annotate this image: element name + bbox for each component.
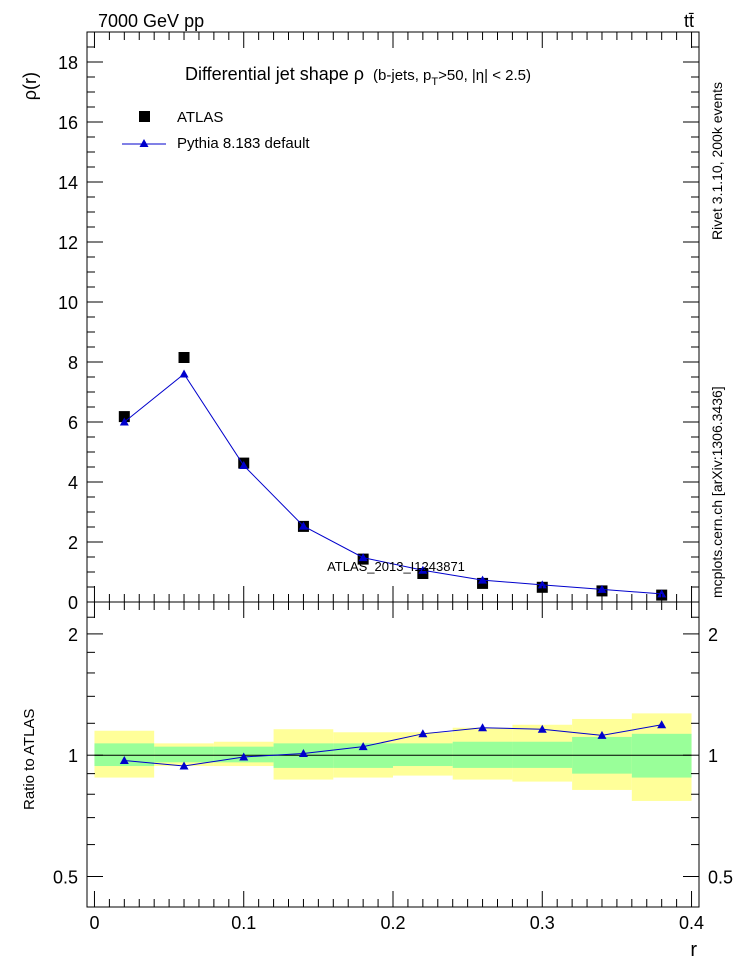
atlas-data-point xyxy=(118,411,130,423)
ratio-y-tick-label: 1 xyxy=(68,746,78,766)
pythia-ratio-point xyxy=(179,761,189,770)
ratio-y-tick-label-right: 2 xyxy=(708,625,718,645)
mcplots-label: mcplots.cern.ch [arXiv:1306.3436] xyxy=(709,386,725,598)
process-label: tt̄ xyxy=(684,11,694,31)
y-tick-label: 6 xyxy=(68,413,78,433)
pythia-data-point xyxy=(179,369,189,378)
legend-label-pythia: Pythia 8.183 default xyxy=(177,135,310,152)
pythia-ratio-point xyxy=(418,729,428,738)
atlas-data-point xyxy=(178,352,190,363)
y-tick-label: 2 xyxy=(68,533,78,553)
main-title-detail-rest: >50, |η| < 2.5) xyxy=(438,67,531,84)
main-title-main: Differential jet shape ρ xyxy=(185,64,364,84)
y-tick-label: 10 xyxy=(58,293,78,313)
legend: ATLAS Pythia 8.183 default xyxy=(122,109,310,152)
pythia-data-point xyxy=(358,553,368,562)
pythia-ratio-point xyxy=(478,723,488,732)
stat-uncertainty-band xyxy=(154,746,214,763)
y-tick-label: 4 xyxy=(68,473,78,493)
y-tick-label: 14 xyxy=(58,173,78,193)
x-tick-label: 0.3 xyxy=(530,913,555,933)
pythia-data-point xyxy=(478,575,488,584)
ratio-y-tick-label-right: 0.5 xyxy=(708,867,733,887)
x-tick-label: 0.1 xyxy=(231,913,256,933)
x-tick-label: 0 xyxy=(89,913,99,933)
pythia-data-point xyxy=(239,461,249,469)
ratio-y-axis-label: Ratio to ATLAS xyxy=(21,709,38,810)
pythia-ratio-point xyxy=(657,720,667,729)
legend-marker-atlas xyxy=(139,111,150,122)
y-tick-label: 12 xyxy=(58,233,78,253)
ratio-y-tick-label-right: 1 xyxy=(708,746,718,766)
main-title-subscript: T xyxy=(431,76,438,88)
main-title: Differential jet shape ρ (b-jets, pT>50,… xyxy=(185,64,531,88)
pythia-data-point xyxy=(537,580,547,589)
ratio-panel: 0 0.1 0.2 0.3 0.4 0.5 0.5 1 1 2 2 Ratio to ATLAS r xyxy=(21,601,733,961)
pythia-line xyxy=(124,373,662,595)
y-tick-label: 0 xyxy=(68,593,78,613)
y-tick-label: 16 xyxy=(58,113,78,133)
pythia-ratio-point xyxy=(537,724,547,733)
y-tick-label: 8 xyxy=(68,353,78,373)
rivet-label: Rivet 3.1.10, 200k events xyxy=(709,82,725,240)
pythia-ratio-point xyxy=(298,748,308,757)
pythia-ratio-point xyxy=(239,752,249,761)
pythia-ratio-point xyxy=(597,730,607,739)
stat-uncertainty-band xyxy=(393,743,453,767)
pythia-data-point xyxy=(418,565,428,574)
pythia-data-point xyxy=(298,521,308,530)
energy-label: 7000 GeV pp xyxy=(98,11,204,31)
x-tick-label: 0.2 xyxy=(380,913,405,933)
pythia-data-point xyxy=(597,584,607,593)
pythia-ratio-point xyxy=(119,756,129,765)
ratio-y-tick-label: 2 xyxy=(68,625,78,645)
stat-uncertainty-band xyxy=(94,743,155,767)
legend-label-atlas: ATLAS xyxy=(177,109,223,126)
x-tick-label: 0.4 xyxy=(679,913,704,933)
pythia-data-point xyxy=(657,589,667,598)
y-tick-label: 18 xyxy=(58,53,78,73)
legend-marker-pythia xyxy=(139,139,149,147)
main-title-detail: (b-jets, p xyxy=(373,67,431,84)
pythia-data-point xyxy=(119,417,129,426)
x-axis-label: r xyxy=(690,939,697,961)
pythia-ratio-line xyxy=(124,724,662,767)
pythia-ratio-point xyxy=(358,742,368,751)
ratio-y-tick-label: 0.5 xyxy=(53,867,78,887)
analysis-watermark: ATLAS_2013_I1243871 xyxy=(327,559,465,574)
main-panel: 0 2 4 6 8 10 12 14 16 18 ρ(r) Differential jet sh… xyxy=(20,31,700,613)
main-y-axis-label: ρ(r) xyxy=(20,72,40,100)
